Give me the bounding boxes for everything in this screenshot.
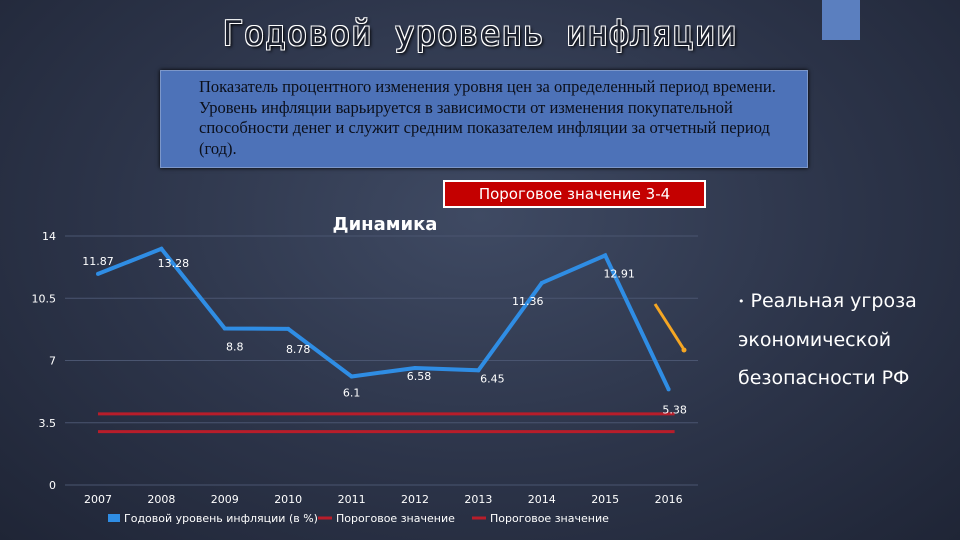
threshold-lines [98,412,675,434]
trend-arrow [653,303,685,349]
data-label: 6.58 [407,370,432,383]
legend-label: Пороговое значение [490,512,609,525]
y-tick-label: 7 [49,355,56,368]
data-point [96,271,100,276]
data-label: 6.45 [480,372,505,385]
chart-legend: Годовой уровень инфляции (в %) Пороговое … [108,512,609,525]
data-point [349,374,354,379]
data-label: 8.78 [286,343,311,356]
x-tick-label: 2016 [655,493,683,506]
slide-title: Годовой уровень инфляции [222,14,738,54]
data-label: 8.8 [226,340,244,353]
data-point [159,246,164,251]
x-tick-label: 2015 [591,493,619,506]
inflation-series [96,246,671,392]
x-tick-label: 2013 [464,493,492,506]
y-tick-label: 14 [42,230,56,243]
x-tick-label: 2014 [528,493,556,506]
legend-label: Пороговое значение [336,512,455,525]
legend-swatch [108,514,120,522]
legend-label: Годовой уровень инфляции (в %) [124,512,318,525]
x-tick-label: 2012 [401,493,429,506]
data-label: 13.28 [158,257,190,270]
trend-arrow-head [681,347,687,353]
x-tick-label: 2007 [84,493,112,506]
x-tick-label: 2009 [211,493,239,506]
y-axis-ticks: 0 3.5 7 10.5 14 [32,230,57,492]
data-point [476,368,481,373]
y-tick-label: 3.5 [39,417,57,430]
y-tick-label: 0 [49,479,56,492]
definition-text: Показатель процентного изменения уровня … [199,77,776,158]
corner-accent-bar [822,0,860,40]
data-point [603,253,608,258]
x-axis-ticks: 2007 2008 2009 2010 2011 2012 2013 2014 2015 2016 [84,493,683,506]
data-label: 12.91 [603,267,635,280]
data-label: 6.1 [343,387,361,400]
data-point [413,365,417,370]
data-point [222,326,227,331]
data-label: 11.36 [512,295,544,308]
side-note-text: Реальная угроза экономической безопаснос… [738,290,917,389]
data-labels: 11.87 13.28 8.8 8.78 6.1 6.58 6.45 11.36 12.91 5.… [82,255,687,416]
data-label: 5.38 [662,403,687,416]
chart-title: Динамика [333,214,438,235]
data-point [666,387,671,392]
x-tick-label: 2010 [274,493,302,506]
data-label: 11.87 [82,255,114,268]
inflation-series-line [97,246,671,391]
side-note: • Реальная угроза экономической безопасно… [738,282,960,397]
definition-box: Показатель процентного изменения уровня … [160,70,808,168]
side-note-bullet: • [738,294,745,308]
trend-arrow-group [653,303,687,353]
chart-gridlines [65,235,698,486]
threshold-badge: Пороговое значение 3-4 [443,180,706,208]
data-point [286,326,291,331]
y-tick-label: 10.5 [32,292,57,305]
x-tick-label: 2008 [147,493,175,506]
x-tick-label: 2011 [338,493,366,506]
data-point [539,280,544,285]
